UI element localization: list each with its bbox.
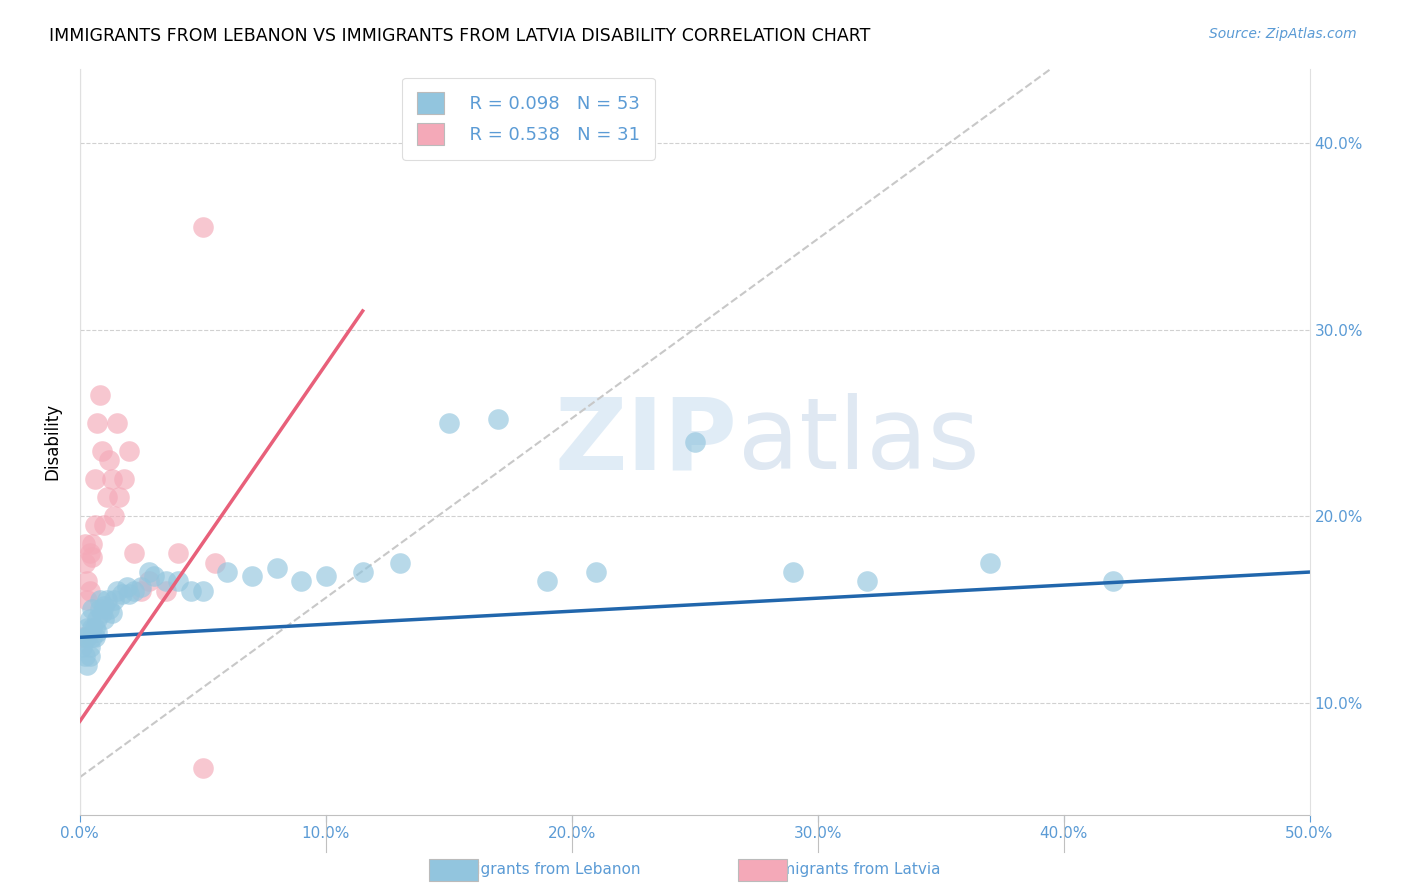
Point [79,546,101,560]
Point [72,640,94,654]
Point [204,556,226,570]
Point [72,631,94,645]
Point [115,580,138,594]
Point [86,416,108,430]
Point [98,602,121,616]
Point [86,624,108,639]
Point [536,574,558,589]
Point [486,412,509,426]
Point [91,606,114,620]
Point [585,565,607,579]
Point [118,443,141,458]
Point [83,621,105,635]
Point [180,583,202,598]
Point [82,631,104,645]
Point [103,593,125,607]
Point [111,587,134,601]
Point [131,580,153,594]
Point [191,761,214,775]
Point [101,472,124,486]
Text: Immigrants from Latvia: Immigrants from Latvia [761,863,941,877]
Point [315,569,337,583]
Point [79,648,101,663]
Text: Source: ZipAtlas.com: Source: ZipAtlas.com [1209,27,1357,41]
Point [979,556,1001,570]
Point [122,546,145,560]
Point [91,443,114,458]
Point [98,453,121,467]
Point [290,574,312,589]
Point [96,491,118,505]
Point [191,220,214,235]
Point [191,583,214,598]
Text: Immigrants from Lebanon: Immigrants from Lebanon [441,863,641,877]
Legend:   R = 0.098   N = 53,   R = 0.538   N = 31: R = 0.098 N = 53, R = 0.538 N = 31 [402,78,655,160]
Point [89,602,111,616]
Point [101,606,124,620]
Point [79,640,101,654]
Point [73,631,96,645]
Point [93,518,115,533]
Point [782,565,804,579]
Point [89,388,111,402]
Point [131,583,153,598]
Point [683,434,706,449]
Point [73,648,96,663]
Point [856,574,879,589]
Point [76,593,98,607]
Text: atlas: atlas [738,393,980,490]
Point [167,546,190,560]
Point [352,565,374,579]
Point [112,472,135,486]
Point [79,612,101,626]
Point [142,569,165,583]
Point [89,593,111,607]
Y-axis label: Disability: Disability [44,403,60,480]
Text: IMMIGRANTS FROM LEBANON VS IMMIGRANTS FROM LATVIA DISABILITY CORRELATION CHART: IMMIGRANTS FROM LEBANON VS IMMIGRANTS FR… [49,27,870,45]
Point [217,565,239,579]
Text: ZIP: ZIP [555,393,738,490]
Point [82,537,104,551]
Point [388,556,411,570]
Point [86,612,108,626]
Point [108,491,131,505]
Point [82,602,104,616]
Point [93,599,115,613]
Point [79,583,101,598]
Point [105,416,128,430]
Point [240,569,263,583]
Point [138,574,160,589]
Point [82,550,104,565]
Point [118,587,141,601]
Point [155,574,177,589]
Point [83,518,105,533]
Point [167,574,190,589]
Point [76,631,98,645]
Point [83,631,105,645]
Point [155,583,177,598]
Point [82,621,104,635]
Point [122,583,145,598]
Point [266,561,288,575]
Point [105,583,128,598]
Point [138,565,160,579]
Point [103,509,125,524]
Point [96,593,118,607]
Point [437,416,460,430]
Point [83,472,105,486]
Point [73,537,96,551]
Point [93,612,115,626]
Point [76,621,98,635]
Point [1101,574,1123,589]
Point [73,556,96,570]
Point [76,658,98,673]
Point [76,574,98,589]
